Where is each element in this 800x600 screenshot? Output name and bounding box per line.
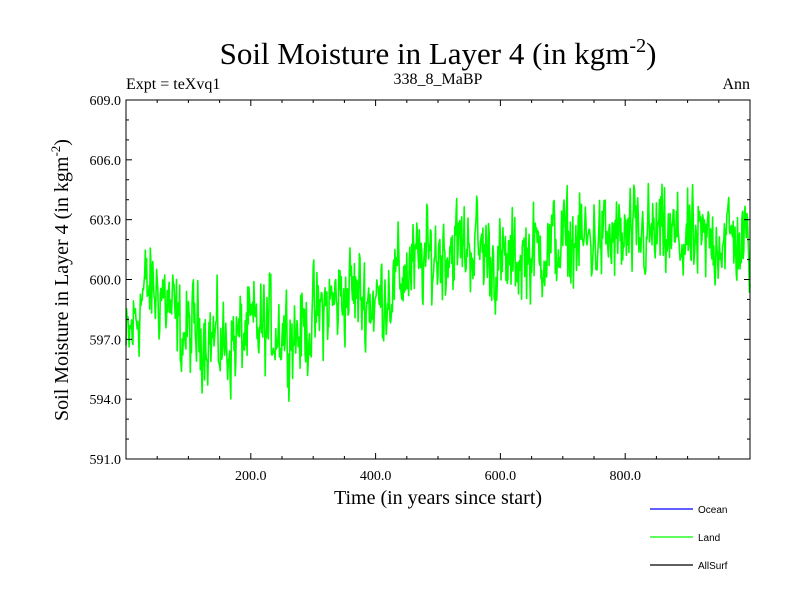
x-tick-label: 200.0	[235, 469, 267, 484]
y-axis: 591.0 594.0 597.0 600.0 603.0 606.0 609.0	[90, 94, 750, 468]
y-tick-label: 600.0	[90, 274, 122, 289]
x-tick-label: 800.0	[609, 469, 641, 484]
x-tick-label: 600.0	[485, 469, 517, 484]
chart-title: Soil Moisture in Layer 4 (in kgm-2)	[220, 35, 657, 71]
legend-label-ocean: Ocean	[698, 505, 727, 516]
legend-label-land: Land	[698, 533, 720, 544]
subtitle-left: Expt = teXvq1	[126, 76, 220, 93]
y-tick-label: 609.0	[90, 94, 122, 109]
x-axis: 200.0 400.0 600.0 800.0	[156, 100, 720, 484]
y-tick-label: 591.0	[90, 453, 122, 468]
y-tick-label: 606.0	[90, 154, 122, 169]
legend-label-allsurf: AllSurf	[698, 561, 728, 572]
x-tick-label: 400.0	[360, 469, 392, 484]
series-land-line	[125, 182, 751, 403]
y-tick-label: 594.0	[90, 393, 122, 408]
y-axis-label: Soil Moisture in Layer 4 (in kgm-2)	[48, 139, 73, 421]
legend: Ocean Land AllSurf	[650, 505, 728, 572]
x-axis-label: Time (in years since start)	[334, 487, 542, 509]
y-tick-label: 597.0	[90, 333, 122, 348]
subtitle-right: Ann	[722, 76, 750, 93]
series-land-group	[125, 182, 751, 403]
y-tick-label: 603.0	[90, 214, 122, 229]
subtitle-center: 338_8_MaBP	[394, 71, 483, 88]
